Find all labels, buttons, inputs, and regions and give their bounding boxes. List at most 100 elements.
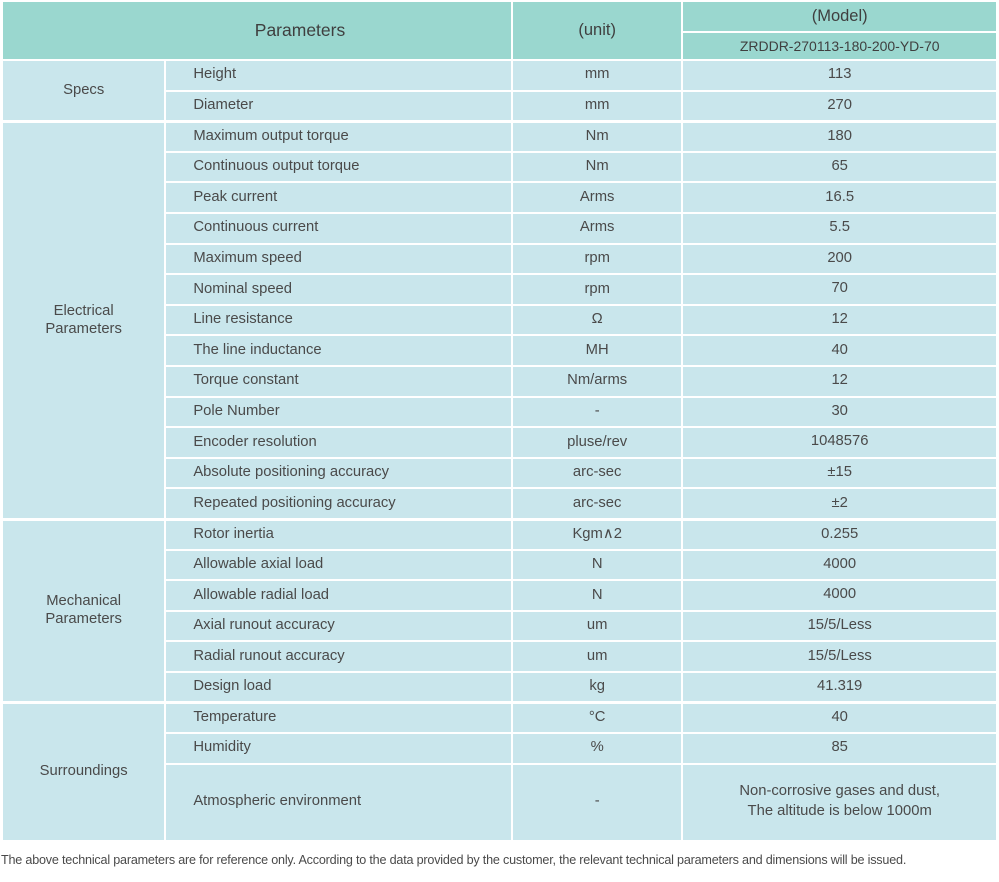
section-label: Electrical Parameters xyxy=(3,122,165,518)
table-row: Specs Height mm 113 xyxy=(3,61,996,121)
parameter-value: 15/5/Less xyxy=(683,611,996,641)
parameter-name: Encoder resolution xyxy=(166,428,512,457)
table-row: Continuous current Arms 5.5 xyxy=(3,213,996,243)
parameter-value: 85 xyxy=(683,734,996,763)
parameter-unit: Nm xyxy=(513,122,682,151)
parameter-name: Continuous current xyxy=(166,213,512,243)
parameter-unit: Kgm∧2 xyxy=(513,519,682,549)
parameter-name: Humidity xyxy=(166,734,512,763)
parameter-unit: mm xyxy=(513,61,682,90)
parameter-value: 200 xyxy=(683,244,996,274)
parameter-unit: Arms xyxy=(513,213,682,243)
motor-spec-table: Parameters (unit) (Model) ZRDDR-270113-1… xyxy=(1,0,998,842)
parameter-name: Rotor inertia xyxy=(166,519,512,549)
table-row: Diameter mm 270 xyxy=(3,91,996,121)
parameter-name: Peak current xyxy=(166,183,512,212)
parameter-name: Maximum output torque xyxy=(166,122,512,151)
parameter-value: 41.319 xyxy=(683,672,996,702)
parameter-unit: rpm xyxy=(513,244,682,274)
parameter-value: 65 xyxy=(683,152,996,182)
parameter-name: Temperature xyxy=(166,703,512,733)
parameter-unit: um xyxy=(513,611,682,641)
parameter-value: ±2 xyxy=(683,489,996,518)
table-row: Design load kg 41.319 xyxy=(3,672,996,702)
parameter-name: Atmospheric environment xyxy=(166,764,512,840)
parameter-value: 0.255 xyxy=(683,519,996,549)
table-row: Radial runout accuracy um 15/5/Less xyxy=(3,642,996,671)
parameter-name: Allowable axial load xyxy=(166,550,512,580)
parameter-value: 1048576 xyxy=(683,428,996,457)
parameter-value: 180 xyxy=(683,122,996,151)
table-row: Electrical Parameters Maximum output torq… xyxy=(3,122,996,518)
parameter-name: Radial runout accuracy xyxy=(166,642,512,671)
table-row: Encoder resolution pluse/rev 1048576 xyxy=(3,428,996,457)
parameter-value: 16.5 xyxy=(683,183,996,212)
parameter-unit: rpm xyxy=(513,275,682,304)
model-number: ZRDDR-270113-180-200-YD-70 xyxy=(683,33,996,59)
section-label: Mechanical Parameters xyxy=(3,519,165,702)
parameter-value: 113 xyxy=(683,61,996,90)
table-row: Nominal speed rpm 70 xyxy=(3,275,996,304)
parameter-unit: N xyxy=(513,581,682,610)
parameter-unit: % xyxy=(513,734,682,763)
section-label: Specs xyxy=(3,61,165,121)
parameter-name: Repeated positioning accuracy xyxy=(166,489,512,518)
parameter-unit: - xyxy=(513,397,682,427)
parameter-value: 12 xyxy=(683,305,996,335)
parameter-name: Absolute positioning accuracy xyxy=(166,458,512,488)
parameter-name: Continuous output torque xyxy=(166,152,512,182)
table-row: Allowable radial load N 4000 xyxy=(3,581,996,610)
parameter-name: Pole Number xyxy=(166,397,512,427)
model-header: (Model) xyxy=(683,2,996,32)
table-row: Peak current Arms 16.5 xyxy=(3,183,996,212)
table-row: The line inductance MH 40 xyxy=(3,336,996,365)
parameter-value: 70 xyxy=(683,275,996,304)
table-row: Maximum speed rpm 200 xyxy=(3,244,996,274)
parameter-value: 5.5 xyxy=(683,213,996,243)
parameter-unit: MH xyxy=(513,336,682,365)
parameter-name: Diameter xyxy=(166,91,512,121)
parameter-name: Axial runout accuracy xyxy=(166,611,512,641)
table-row: Atmospheric environment - Non-corrosive ga… xyxy=(3,764,996,840)
parameter-value: 40 xyxy=(683,336,996,365)
table-row: Mechanical Parameters Rotor inertia Kgm∧2 0… xyxy=(3,519,996,702)
parameter-name: Design load xyxy=(166,672,512,702)
parameters-header: Parameters xyxy=(3,2,512,59)
unit-header: (unit) xyxy=(513,2,682,59)
parameter-value: 4000 xyxy=(683,581,996,610)
parameter-unit: N xyxy=(513,550,682,580)
parameter-name: Nominal speed xyxy=(166,275,512,304)
parameter-value: 4000 xyxy=(683,550,996,580)
parameter-unit: - xyxy=(513,764,682,840)
parameter-name: Height xyxy=(166,61,512,90)
parameter-value: 12 xyxy=(683,366,996,396)
parameter-name: Allowable radial load xyxy=(166,581,512,610)
table-row: Torque constant Nm/arms 12 xyxy=(3,366,996,396)
parameter-unit: Nm xyxy=(513,152,682,182)
parameter-value: Non-corrosive gases and dust, The altitu… xyxy=(683,764,996,840)
table-row: Allowable axial load N 4000 xyxy=(3,550,996,580)
parameter-name: Line resistance xyxy=(166,305,512,335)
parameter-unit: Nm/arms xyxy=(513,366,682,396)
section-label: Surroundings xyxy=(3,703,165,840)
parameter-name: The line inductance xyxy=(166,336,512,365)
table-row: Continuous output torque Nm 65 xyxy=(3,152,996,182)
table-row: Surroundings Temperature °C 40 xyxy=(3,703,996,840)
parameter-name: Maximum speed xyxy=(166,244,512,274)
parameter-value: 30 xyxy=(683,397,996,427)
spec-table-body: Specs Height mm 113 Diameter mm 270 Electrical … xyxy=(3,61,996,840)
parameter-value: 15/5/Less xyxy=(683,642,996,671)
table-row: Pole Number -30 xyxy=(3,397,996,427)
reference-note: The above technical parameters are for r… xyxy=(1,852,907,867)
table-row: Axial runout accuracy um 15/5/Less xyxy=(3,611,996,641)
parameter-value: 270 xyxy=(683,91,996,121)
table-row: Repeated positioning accuracy arc-sec ±2 xyxy=(3,489,996,518)
table-row: Line resistance Ω 12 xyxy=(3,305,996,335)
parameter-unit: mm xyxy=(513,91,682,121)
parameter-unit: Ω xyxy=(513,305,682,335)
parameter-value: 40 xyxy=(683,703,996,733)
parameter-unit: um xyxy=(513,642,682,671)
table-row: Humidity% 85 xyxy=(3,734,996,763)
table-row: Absolute positioning accuracy arc-sec ±15 xyxy=(3,458,996,488)
parameter-unit: pluse/rev xyxy=(513,428,682,457)
